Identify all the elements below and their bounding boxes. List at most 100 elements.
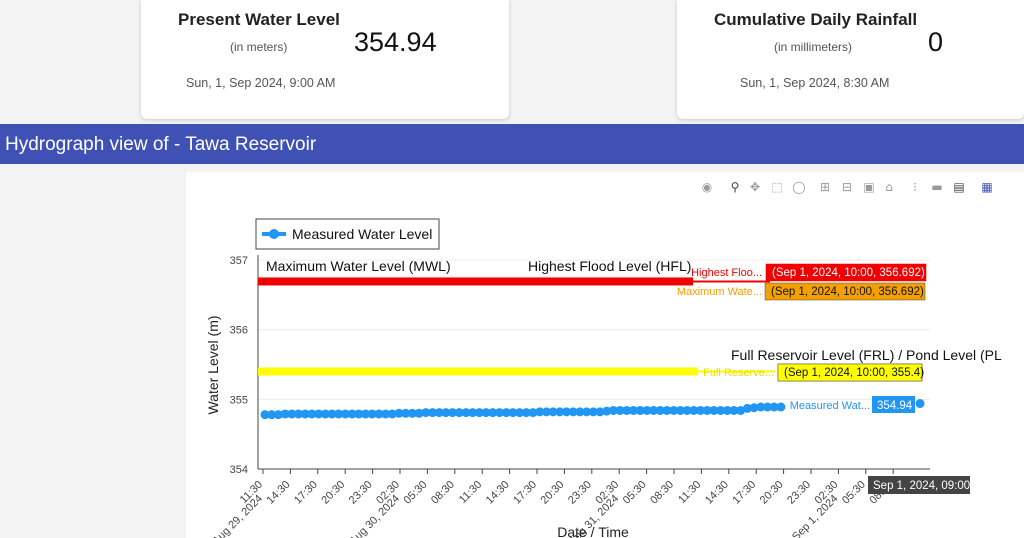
measured-point	[602, 406, 612, 416]
frl-hover-value-text: (Sep 1, 2024, 10:00, 355.4)	[784, 367, 924, 379]
measured-point	[756, 402, 766, 412]
measured-point	[709, 405, 719, 415]
measured-point	[655, 405, 665, 415]
measured-point	[649, 405, 659, 415]
measured-point	[769, 402, 779, 412]
measured-point	[361, 409, 370, 419]
hydrograph-banner: Hydrograph view of - Tawa Reservoir	[0, 124, 1024, 164]
measured-point	[501, 408, 511, 418]
measured-point	[535, 407, 545, 417]
x-tick-label: 11:30	[676, 479, 703, 506]
measured-point	[347, 409, 357, 419]
measured-point	[454, 408, 464, 418]
x-tick-label: 20:30	[539, 479, 567, 507]
measured-point	[622, 405, 632, 415]
x-tick-label: 14:30	[484, 479, 512, 507]
x-tick-label: 17:30	[511, 479, 539, 507]
measured-point	[488, 408, 498, 418]
zoom-out-icon[interactable]: ⊟	[841, 180, 853, 194]
measured-point	[267, 410, 277, 420]
autoscale-icon[interactable]: ▣	[863, 180, 875, 194]
x-hover-label: Sep 1, 2024, 09:00	[873, 480, 970, 492]
measured-point	[434, 408, 444, 418]
x-tick-label: 05:30	[402, 479, 430, 507]
mwl-annotation: Maximum Water Level (MWL)	[266, 258, 451, 274]
frl-line	[258, 367, 698, 376]
measured-point	[387, 409, 397, 419]
mwl-hover-value: (Sep 1, 2024, 10:00, 356.692)	[771, 286, 924, 298]
measured-point	[260, 410, 270, 420]
measured-point	[461, 408, 471, 418]
camera-icon[interactable]: ◉	[701, 180, 713, 194]
legend-entry: Measured Water Level	[292, 226, 432, 242]
measured-point	[314, 409, 324, 419]
x-tick-label: 20:30	[319, 479, 347, 507]
measured-point	[340, 409, 350, 419]
measured-point	[696, 405, 705, 415]
measured-point	[468, 408, 478, 418]
hover-compare-icon[interactable]: ▤	[953, 180, 965, 194]
frl-hover-name: Full Reserve...	[703, 367, 774, 379]
measured-point	[414, 408, 424, 418]
lasso-select-icon[interactable]: ◯	[792, 180, 806, 194]
hfl-hover-box	[765, 263, 927, 282]
measured-point	[448, 408, 458, 418]
card-unit: (in millimeters)	[774, 40, 852, 54]
x-tick-label: 14:30	[703, 479, 731, 507]
card-value: 354.94	[354, 27, 437, 57]
present-water-level-card: Present Water Level (in meters) 354.94 S…	[141, 0, 509, 119]
x-tick-label: 08:30	[429, 479, 457, 507]
hover-closest-icon[interactable]: ▬	[931, 180, 943, 194]
pan-icon[interactable]: ✥	[749, 180, 761, 194]
measured-point	[327, 409, 337, 419]
x-tick-label: 05:30	[621, 479, 649, 507]
measured-point	[300, 409, 310, 419]
x-tick-label: 23:30	[347, 479, 375, 507]
measured-hover-name: Measured Wat...	[790, 400, 870, 412]
card-timestamp: Sun, 1, Sep 2024, 8:30 AM	[740, 76, 890, 90]
measured-last-point	[915, 399, 925, 409]
measured-point	[729, 405, 739, 415]
hfl-annotation: Highest Flood Level (HFL)	[528, 258, 691, 274]
measured-point	[749, 403, 759, 413]
measured-point	[615, 405, 625, 415]
measured-point	[428, 408, 437, 418]
measured-point	[394, 408, 404, 418]
measured-point	[722, 405, 732, 415]
x-hover-box	[868, 476, 970, 494]
measured-point	[320, 409, 330, 419]
measured-point	[588, 407, 598, 417]
spike-lines-icon[interactable]: ⁝	[913, 180, 917, 194]
x-tick-label: 11:30	[457, 479, 484, 506]
card-unit: (in meters)	[230, 40, 288, 54]
measured-point	[528, 408, 538, 418]
measured-point	[776, 402, 786, 412]
measured-point	[555, 407, 565, 417]
measured-point	[381, 409, 391, 419]
measured-point	[508, 408, 518, 418]
zoom-icon[interactable]: ⚲	[730, 180, 740, 194]
box-select-icon[interactable]: ⬚	[771, 180, 783, 194]
reset-axes-icon[interactable]: ⌂	[885, 180, 893, 194]
y-tick-label: 355	[230, 394, 248, 406]
measured-hover-box	[872, 396, 915, 413]
plotly-logo-icon[interactable]: ▦	[981, 180, 993, 194]
y-tick-label: 357	[230, 255, 248, 267]
measured-point	[407, 408, 417, 418]
measured-point	[716, 405, 726, 415]
x-tick-label: 05:30	[840, 479, 868, 507]
hfl-hover-value: (Sep 1, 2024, 10:00, 356.692)	[772, 267, 925, 279]
x-tick-label: 17:30	[730, 479, 758, 507]
legend-swatch-marker	[269, 229, 279, 239]
measured-point	[474, 408, 484, 418]
card-title: Present Water Level	[178, 10, 340, 29]
x-tick-label: 23:30	[785, 479, 813, 507]
zoom-in-icon[interactable]: ⊞	[819, 180, 831, 194]
x-tick-label: 14:30	[265, 479, 293, 507]
measured-point	[689, 405, 699, 415]
x-tick-label: 20:30	[758, 479, 786, 507]
card-title: Cumulative Daily Rainfall	[714, 10, 918, 29]
x-date-label: Aug 29, 2024	[210, 493, 265, 538]
x-tick-label: 23:30	[566, 479, 594, 507]
